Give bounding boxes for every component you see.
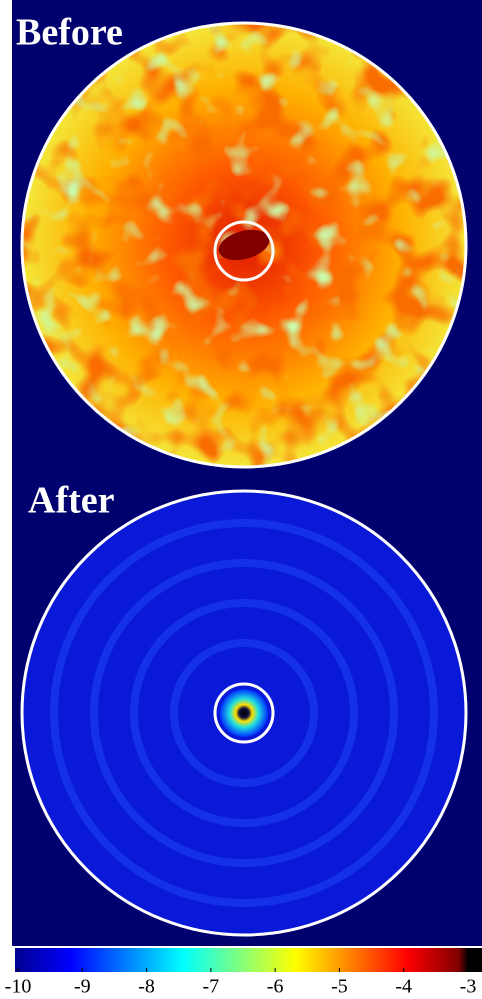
outer-ring xyxy=(20,489,468,937)
outer-ring xyxy=(20,21,468,469)
colorbar-tick-label: -3 xyxy=(460,976,477,998)
colorbar-tick-label: -7 xyxy=(203,976,220,998)
colorbar-tick-label: -5 xyxy=(331,976,348,998)
colorbar-tick-label: -4 xyxy=(395,976,412,998)
panel-title: Before xyxy=(16,12,123,54)
inner-ring xyxy=(213,682,275,744)
after-map xyxy=(23,492,465,934)
colorbar-tick-label: -10 xyxy=(5,976,32,998)
colorbar-tick-label: -6 xyxy=(267,976,284,998)
inner-ring xyxy=(213,220,275,282)
colorbar-tick-label: -8 xyxy=(138,976,155,998)
before-map xyxy=(23,24,465,466)
colorbar-ticks: -10 -9 -8 -7 -6 -5 -4 -3 xyxy=(5,968,477,998)
panel-title: After xyxy=(28,480,115,522)
colorbar-tick-label: -9 xyxy=(74,976,91,998)
colorbar xyxy=(15,948,482,972)
